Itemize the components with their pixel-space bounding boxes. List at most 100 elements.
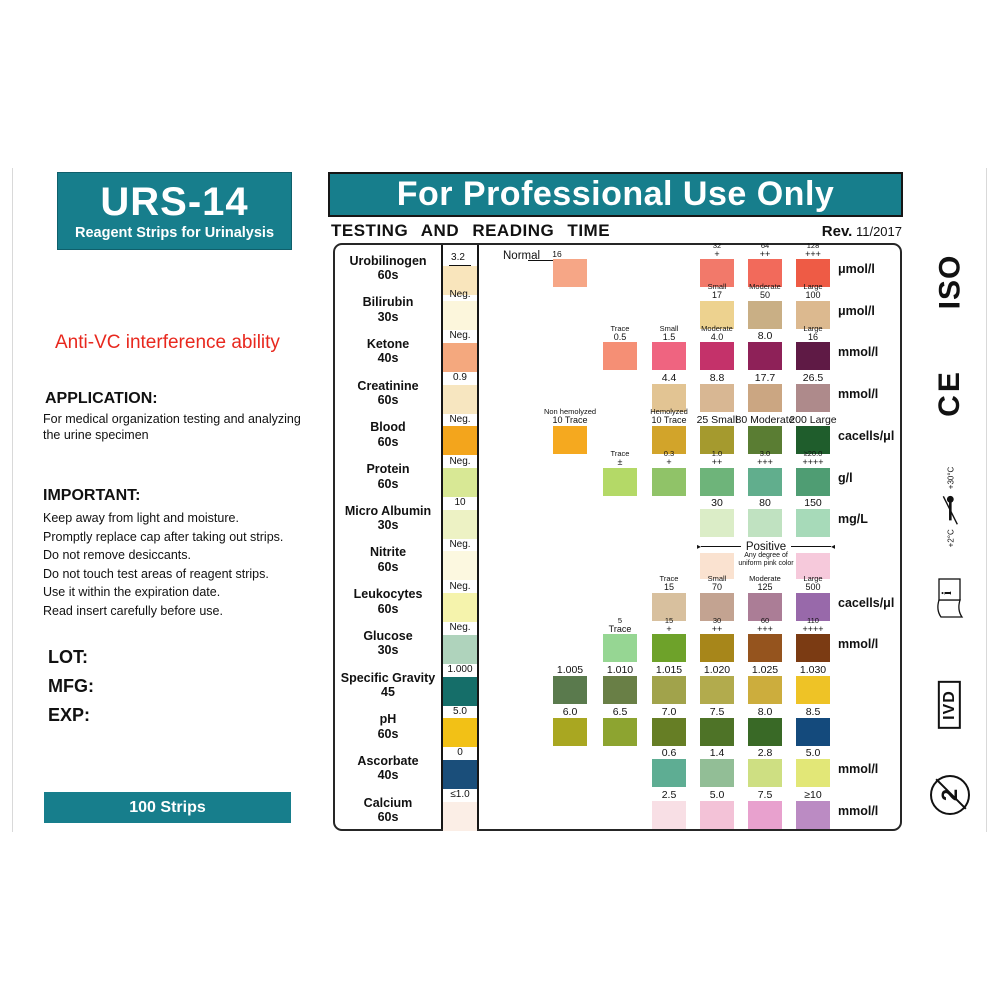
strip-pad-color bbox=[443, 593, 477, 623]
color-swatch bbox=[553, 425, 587, 454]
mfg-label: MFG: bbox=[48, 676, 94, 696]
positive-range-indicator: ▸ Positive ◂ bbox=[697, 541, 835, 553]
unit-label: μmol/l bbox=[838, 262, 875, 276]
swatch-label: 8.0 bbox=[730, 331, 800, 342]
color-swatch bbox=[796, 509, 830, 538]
color-swatch bbox=[553, 676, 587, 704]
swatch-value: 2.5 bbox=[661, 789, 677, 802]
color-reading-chart: Urobilinogen 60s 3.2 Normal 16 32 +64 ++ 128 +++ μ… bbox=[333, 241, 902, 831]
swatch-label: 80 Moderate bbox=[730, 414, 800, 426]
swatch-label: 2.5 bbox=[634, 790, 704, 801]
swatch-block: 1.010 bbox=[596, 664, 644, 706]
swatch-value: 5.0 bbox=[805, 747, 821, 760]
swatch-value: 500 bbox=[805, 582, 821, 593]
swatch-block: 26.5 bbox=[789, 372, 837, 414]
color-swatch bbox=[700, 509, 734, 538]
color-swatch bbox=[796, 552, 830, 579]
swatch-value: 1.030 bbox=[799, 664, 827, 676]
unit-label: mmol/l bbox=[838, 345, 879, 360]
swatch-block: Trace ± bbox=[596, 450, 644, 498]
swatch-value: 25 Small bbox=[696, 413, 738, 426]
swatch-label: 1.0 ++ bbox=[682, 450, 752, 468]
swatch-block: Moderate 50 bbox=[741, 283, 789, 331]
swatch-label: 5 Trace bbox=[585, 615, 655, 635]
swatch-block: 1.005 bbox=[546, 664, 594, 706]
read-time: 60s bbox=[377, 559, 399, 574]
row-ph: pH 60s 5.0 6.0 6.5 7.0 7.5 8.0 8.5 bbox=[335, 706, 900, 748]
color-swatch bbox=[796, 759, 830, 788]
right-arrowhead-icon: ◂ bbox=[830, 541, 835, 551]
swatch-value: 100 bbox=[805, 290, 821, 301]
swatch-block: 110 ++++ bbox=[789, 616, 837, 664]
swatch-value: 5.0 bbox=[709, 789, 725, 802]
swatch-value: 150 bbox=[804, 497, 822, 510]
swatch-qualifier: Small bbox=[659, 323, 679, 333]
swatch-label: Non hemolyzed 10 Trace bbox=[535, 408, 605, 426]
color-swatch bbox=[796, 425, 830, 454]
unit-label: cacells/μl bbox=[838, 428, 895, 443]
swatch-block: 4.4 bbox=[645, 372, 693, 414]
swatch-block: 1.025 bbox=[741, 664, 789, 706]
swatch-qualifier: 3.0 bbox=[759, 449, 771, 458]
swatch-block: 7.5 bbox=[693, 706, 741, 748]
color-swatch bbox=[748, 509, 782, 538]
swatch-value: 70 bbox=[711, 582, 722, 593]
anti-vc-claim: Anti-VC interference ability bbox=[55, 332, 280, 353]
swatch-value: 30 bbox=[711, 497, 723, 510]
color-swatch bbox=[748, 759, 782, 788]
strip-pad-value: Neg. bbox=[449, 330, 471, 342]
swatch-value: 1.015 bbox=[655, 664, 683, 676]
positive-label: Positive bbox=[745, 540, 787, 553]
swatch-block: 8.0 bbox=[741, 706, 789, 748]
swatch-block: ≥10 bbox=[789, 789, 837, 831]
temperature-limit-icon: +2°C +30°C bbox=[912, 465, 988, 549]
swatch-qualifier: 5 bbox=[617, 615, 623, 625]
read-time: 60s bbox=[377, 810, 399, 825]
strip-pad-value: ≤1.0 bbox=[450, 789, 470, 801]
color-swatch bbox=[603, 342, 637, 371]
color-swatch bbox=[796, 592, 830, 621]
rev-label: Rev. bbox=[821, 223, 853, 240]
color-swatch bbox=[748, 384, 782, 413]
swatch-label: 8.8 bbox=[682, 373, 752, 384]
swatch-qualifier: Trace bbox=[610, 449, 630, 458]
color-swatch bbox=[748, 676, 782, 704]
swatch-label: 15 + bbox=[634, 616, 704, 635]
row-ketone: Ketone 40s Neg. Trace 0.5 Small 1.5 Moderate 4.0… bbox=[335, 324, 900, 372]
swatch-block: Trace 0.5 bbox=[596, 324, 644, 372]
swatch-value: +++ bbox=[757, 457, 773, 467]
swatch-block: 5.0 bbox=[693, 789, 741, 831]
test-name-cell: Leukocytes 60s bbox=[335, 581, 441, 623]
swatch-block: 8.5 bbox=[789, 706, 837, 748]
color-swatch bbox=[700, 634, 734, 663]
swatch-label: Large 100 bbox=[778, 283, 848, 301]
swatch-qualifier: ≥20.0 bbox=[803, 449, 823, 458]
row-bilirubin: Bilirubin 30s Neg. Small 17 Moderate 50 Large 10… bbox=[335, 283, 900, 331]
read-time: 60s bbox=[377, 476, 399, 491]
strip-pad-cell: 1.000 bbox=[443, 664, 477, 706]
swatch-value: ± bbox=[617, 457, 623, 467]
swatch-qualifier: 30 bbox=[712, 615, 722, 625]
swatch-label: 4.4 bbox=[634, 373, 704, 384]
swatch-block: 8.8 bbox=[693, 372, 741, 414]
swatch-label: 0.6 bbox=[634, 748, 704, 759]
swatch-block bbox=[789, 539, 837, 581]
read-time: 40s bbox=[377, 351, 399, 366]
temp-low-label: +2°C bbox=[945, 529, 955, 548]
important-line: Keep away from light and moisture. bbox=[43, 511, 239, 525]
row-urobilinogen: Urobilinogen 60s 3.2 Normal 16 32 +64 ++ 128 +++ μ… bbox=[335, 241, 900, 295]
swatch-label: 80 bbox=[730, 498, 800, 509]
swatch-value: 200 Large bbox=[789, 413, 837, 426]
swatch-label: ≥20.0 ++++ bbox=[778, 450, 848, 468]
color-swatch bbox=[796, 717, 830, 746]
swatch-qualifier: Small bbox=[707, 574, 727, 584]
test-name-cell: Bilirubin 30s bbox=[335, 289, 441, 331]
swatch-block: Large 100 bbox=[789, 283, 837, 331]
strip-pad-color bbox=[443, 551, 477, 581]
swatch-qualifier: Trace bbox=[610, 323, 630, 333]
strip-pad-color bbox=[443, 301, 477, 331]
section-title: TESTING AND READING TIME bbox=[331, 221, 611, 240]
swatch-value: 10 Trace bbox=[651, 415, 687, 426]
color-swatch bbox=[553, 717, 587, 746]
swatch-label: Hemolyzed 10 Trace bbox=[634, 408, 704, 426]
